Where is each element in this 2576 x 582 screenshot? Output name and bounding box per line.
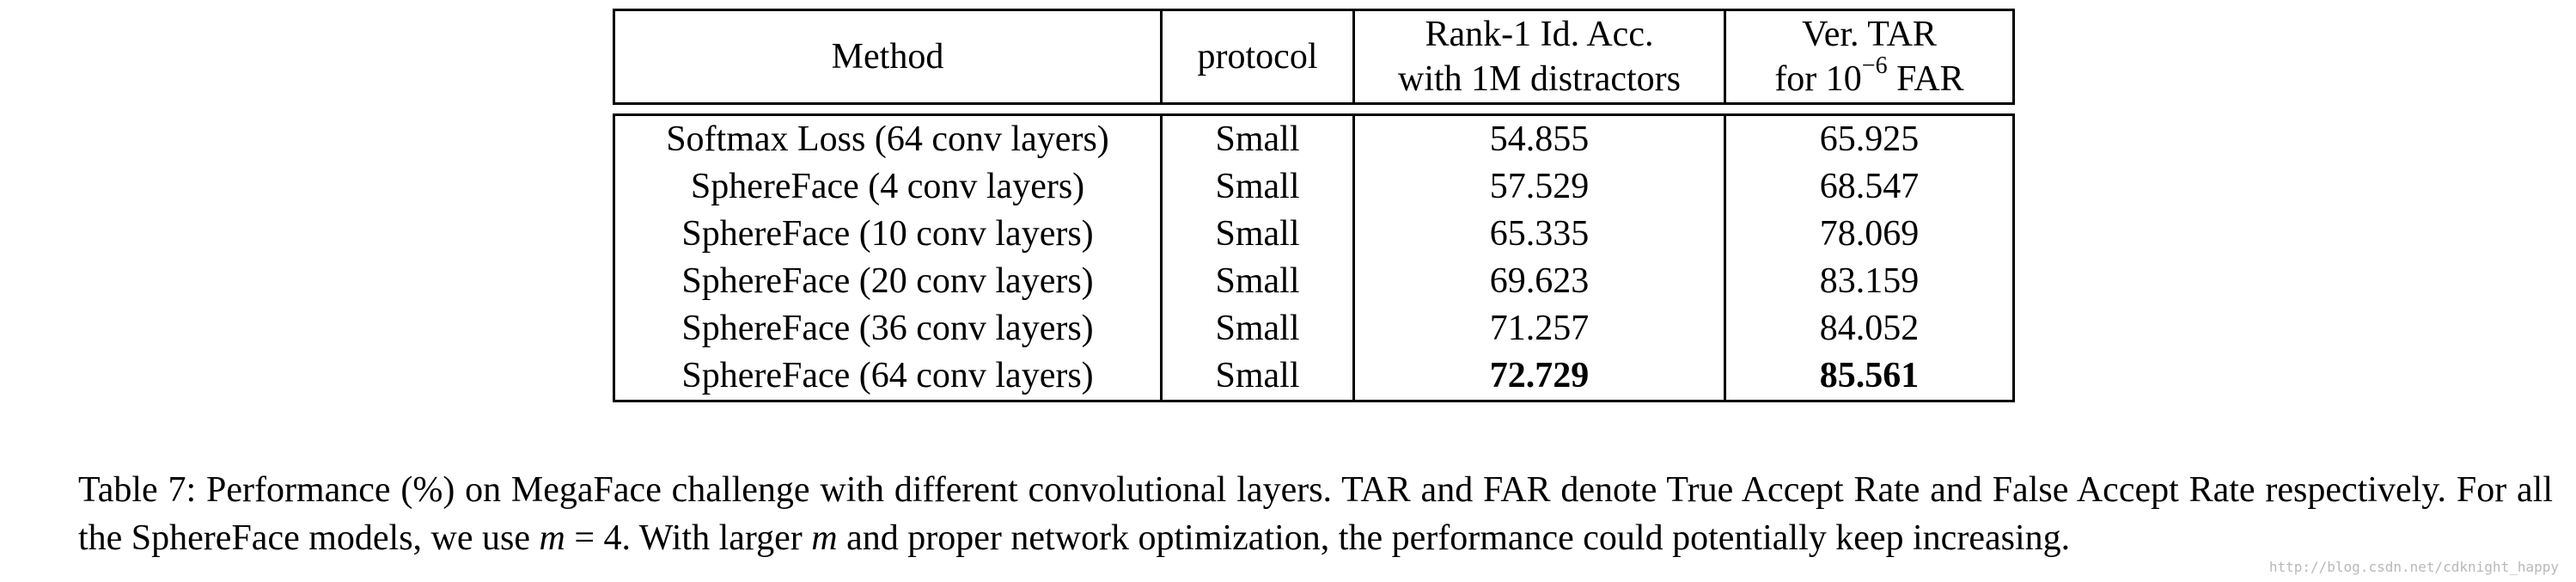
cell-method: SphereFace (4 conv layers)	[690, 167, 1085, 206]
table-header: Method protocol Rank-1 Id. Acc. with 1M …	[613, 9, 2015, 105]
watermark: http://blog.csdn.net/cdknight_happy	[2268, 559, 2559, 575]
cell-method: Softmax Loss (64 conv layers)	[666, 119, 1109, 159]
cell-tar: 78.069	[1819, 214, 1920, 254]
table-caption: Table 7: Performance (%) on MegaFace cha…	[78, 466, 2553, 562]
cell-protocol: Small	[1215, 356, 1300, 395]
cell-tar: 65.925	[1819, 119, 1920, 159]
column-tar: 65.925 68.547 78.069 83.159 84.052 85.56…	[1726, 116, 2012, 400]
cell-rank1: 54.855	[1489, 119, 1590, 159]
cell-protocol: Small	[1215, 309, 1300, 348]
header-tar-prefix: for 10	[1774, 59, 1862, 99]
cell-tar-best: 85.561	[1819, 356, 1920, 395]
header-tar-line2: for 10−6 FAR	[1774, 54, 1964, 101]
caption-math-m: m	[539, 518, 565, 558]
cell-tar: 83.159	[1819, 261, 1920, 301]
header-protocol: protocol	[1163, 11, 1355, 102]
column-protocol: Small Small Small Small Small Small	[1163, 116, 1355, 400]
header-rank1-line2: with 1M distractors	[1398, 59, 1681, 99]
cell-protocol: Small	[1215, 261, 1300, 301]
cell-method: SphereFace (64 conv layers)	[681, 356, 1094, 395]
header-tar: Ver. TAR for 10−6 FAR	[1726, 11, 2012, 102]
cell-rank1: 57.529	[1489, 167, 1590, 206]
header-rank1: Rank-1 Id. Acc. with 1M distractors	[1355, 11, 1726, 102]
header-protocol-label: protocol	[1197, 37, 1318, 77]
caption-part1: Table 7: Performance (%) on MegaFace cha…	[78, 470, 2553, 558]
cell-method: SphereFace (20 conv layers)	[681, 261, 1094, 301]
cell-tar: 68.547	[1819, 167, 1920, 206]
cell-tar: 84.052	[1819, 309, 1920, 348]
cell-protocol: Small	[1215, 119, 1300, 159]
caption-math-m: m	[811, 518, 838, 558]
cell-rank1-best: 72.729	[1489, 356, 1590, 395]
header-tar-suffix: FAR	[1887, 59, 1964, 99]
results-table: Method protocol Rank-1 Id. Acc. with 1M …	[613, 9, 2015, 402]
table-body: Softmax Loss (64 conv layers) SphereFace…	[613, 113, 2015, 402]
cell-rank1: 69.623	[1489, 261, 1590, 301]
cell-protocol: Small	[1215, 167, 1300, 206]
caption-part3: and proper network optimization, the per…	[837, 518, 2071, 558]
cell-method: SphereFace (10 conv layers)	[681, 214, 1094, 254]
cell-rank1: 71.257	[1489, 309, 1590, 348]
header-method-label: Method	[831, 37, 944, 77]
column-rank1: 54.855 57.529 65.335 69.623 71.257 72.72…	[1355, 116, 1726, 400]
cell-method: SphereFace (36 conv layers)	[681, 309, 1094, 348]
caption-part2: = 4. With larger	[565, 518, 812, 558]
header-rank1-line1: Rank-1 Id. Acc.	[1425, 15, 1654, 54]
cell-protocol: Small	[1215, 214, 1300, 254]
header-tar-line1: Ver. TAR	[1802, 15, 1937, 54]
cell-rank1: 65.335	[1489, 214, 1590, 254]
column-method: Softmax Loss (64 conv layers) SphereFace…	[615, 116, 1163, 400]
header-tar-exponent: −6	[1861, 52, 1888, 79]
header-method: Method	[615, 11, 1163, 102]
